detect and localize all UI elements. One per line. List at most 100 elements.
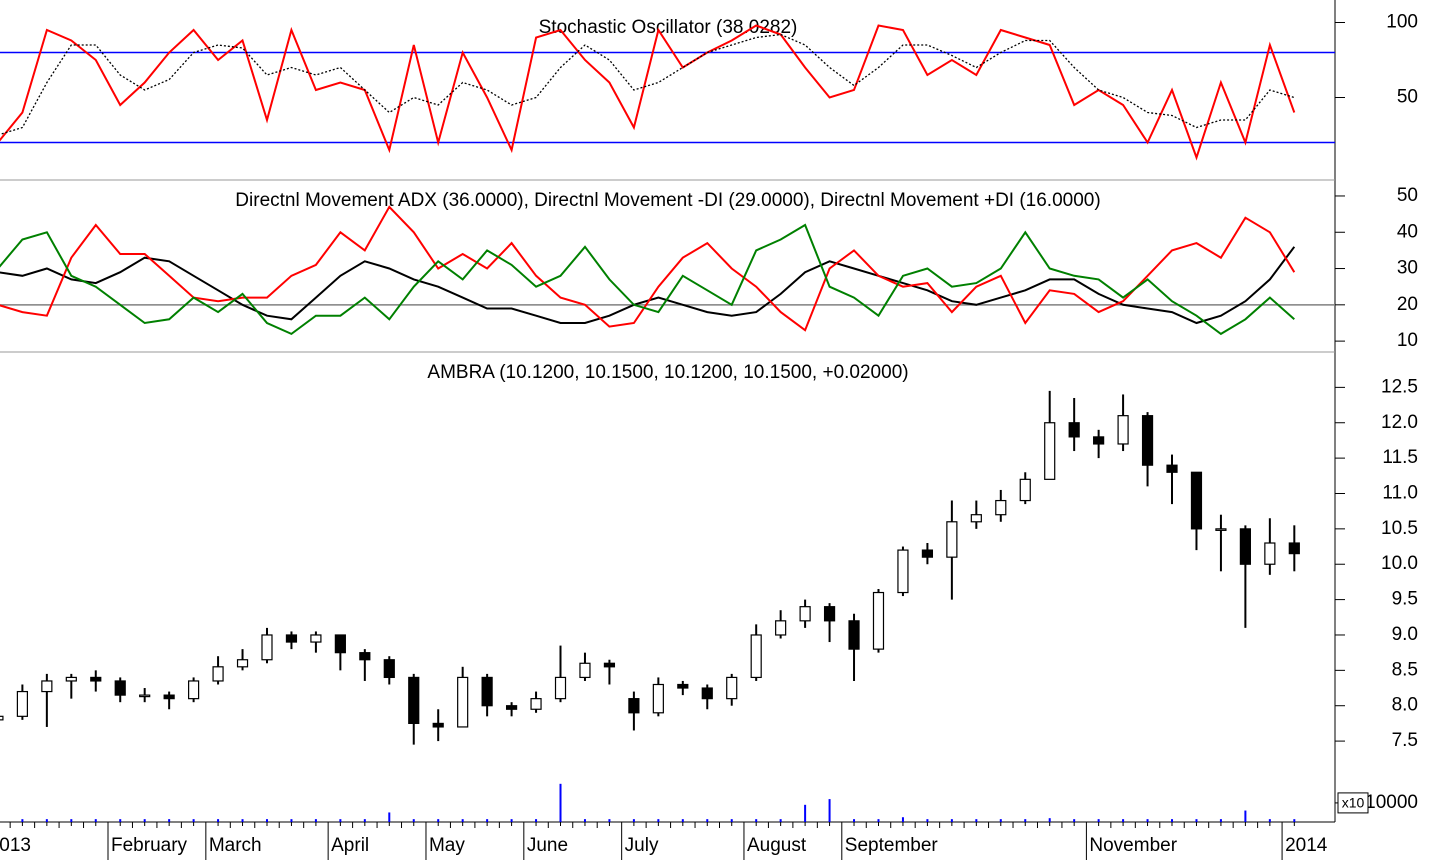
volume-bar (94, 819, 97, 822)
volume-bar (1195, 819, 1198, 822)
volume-bar (1024, 819, 1027, 822)
y-tick-label: 20 (1397, 294, 1418, 315)
candle-body (432, 722, 444, 728)
volume-bar (804, 804, 807, 822)
candle-body (970, 514, 982, 523)
volume-bar (583, 819, 586, 822)
series-line (0, 33, 1295, 136)
x-tick-label: November (1089, 835, 1177, 856)
candle-body (823, 606, 836, 622)
volume-bar (461, 819, 464, 822)
x-tick-label: 2013 (0, 835, 31, 856)
volume-bar (437, 819, 440, 822)
candle-body (1141, 415, 1154, 466)
candle-body (285, 634, 298, 643)
volume-bar (559, 783, 562, 822)
candle-body (139, 694, 151, 698)
candle-body (16, 690, 28, 717)
volume-bar (192, 819, 195, 822)
candle-body (1019, 478, 1031, 502)
candle-body (188, 680, 200, 700)
volume-bar (486, 819, 489, 822)
y-tick-label: 30 (1397, 258, 1418, 279)
volume-bar (45, 819, 48, 822)
x-tick-label: March (209, 835, 262, 856)
panel-title: Directnl Movement ADX (36.0000), Directn… (235, 190, 1100, 211)
volume-bar (1097, 819, 1100, 822)
candle-body (750, 634, 762, 679)
y-tick-label: 100 (1386, 12, 1418, 33)
y-tick-label: 11.0 (1382, 483, 1418, 504)
x-tick-label: February (111, 835, 188, 856)
volume-bar (363, 819, 366, 822)
x-tick-label: June (527, 835, 568, 856)
y-tick-label: 9.5 (1392, 589, 1418, 610)
candle-body (334, 634, 346, 654)
y-tick-label: 10000 (1365, 792, 1418, 813)
series-line (0, 246, 1296, 325)
volume-bar (779, 819, 782, 822)
volume-bar (1171, 819, 1174, 822)
volume-bar (608, 819, 611, 822)
candle-body (1288, 542, 1300, 555)
candle-body (872, 591, 885, 650)
y-tick-label: 8.0 (1392, 695, 1418, 716)
candle-body (579, 662, 591, 679)
candle-body (1239, 528, 1251, 565)
candle-body (310, 634, 322, 643)
volume-bar (901, 817, 904, 822)
candle-body (0, 715, 4, 721)
volume-bar (1073, 819, 1076, 822)
candle-body (799, 606, 811, 622)
candle-body (946, 521, 958, 558)
y-tick-label: 7.5 (1392, 730, 1418, 751)
panel-title: AMBRA (10.1200, 10.1500, 10.1200, 10.150… (427, 362, 908, 383)
candle-body (212, 666, 224, 682)
x-tick-label: 2014 (1285, 835, 1328, 856)
candle-body (628, 698, 640, 714)
candle-body (65, 676, 77, 682)
volume-bar (853, 819, 856, 822)
candle-body (1093, 436, 1105, 445)
volume-bar (950, 819, 953, 822)
multiplier-box (1337, 792, 1369, 814)
volume-bar (217, 819, 220, 822)
y-tick-label: 50 (1397, 185, 1418, 206)
series-line (0, 24, 1296, 161)
x-tick-label: April (331, 835, 369, 856)
volume-bar (535, 819, 538, 822)
series-line (0, 205, 1296, 332)
candle-body (701, 687, 713, 700)
volume-bar (21, 819, 24, 822)
candle-body (848, 620, 860, 650)
volume-bar (1293, 819, 1296, 822)
series-line (0, 223, 1295, 336)
y-tick-label: 10.5 (1381, 518, 1418, 539)
volume-bar (755, 819, 758, 822)
candle-body (1166, 464, 1178, 473)
candle-body (408, 676, 420, 725)
y-tick-label: 50 (1397, 87, 1418, 108)
candle-body (677, 683, 689, 689)
volume-bar (681, 819, 684, 822)
candle-body (1264, 542, 1276, 565)
candle-body (90, 676, 102, 682)
candle-body (1215, 528, 1227, 531)
volume-bar (1048, 818, 1051, 822)
candle-body (897, 549, 909, 594)
volume-bar (314, 819, 317, 822)
volume-bar (119, 819, 122, 822)
y-tick-label: 11.5 (1382, 447, 1418, 468)
y-tick-label: 8.5 (1392, 659, 1418, 680)
multiplier-label: x10 (1342, 795, 1365, 811)
candle-body (383, 659, 395, 679)
candle-body (1068, 422, 1080, 438)
volume-bar (339, 819, 342, 822)
volume-bar (70, 819, 73, 822)
candle-body (921, 549, 934, 558)
x-tick-label: May (429, 835, 465, 856)
candle-body (775, 620, 787, 636)
volume-bar (657, 819, 660, 822)
volume-bar (265, 819, 268, 822)
candle-body (1117, 415, 1129, 445)
